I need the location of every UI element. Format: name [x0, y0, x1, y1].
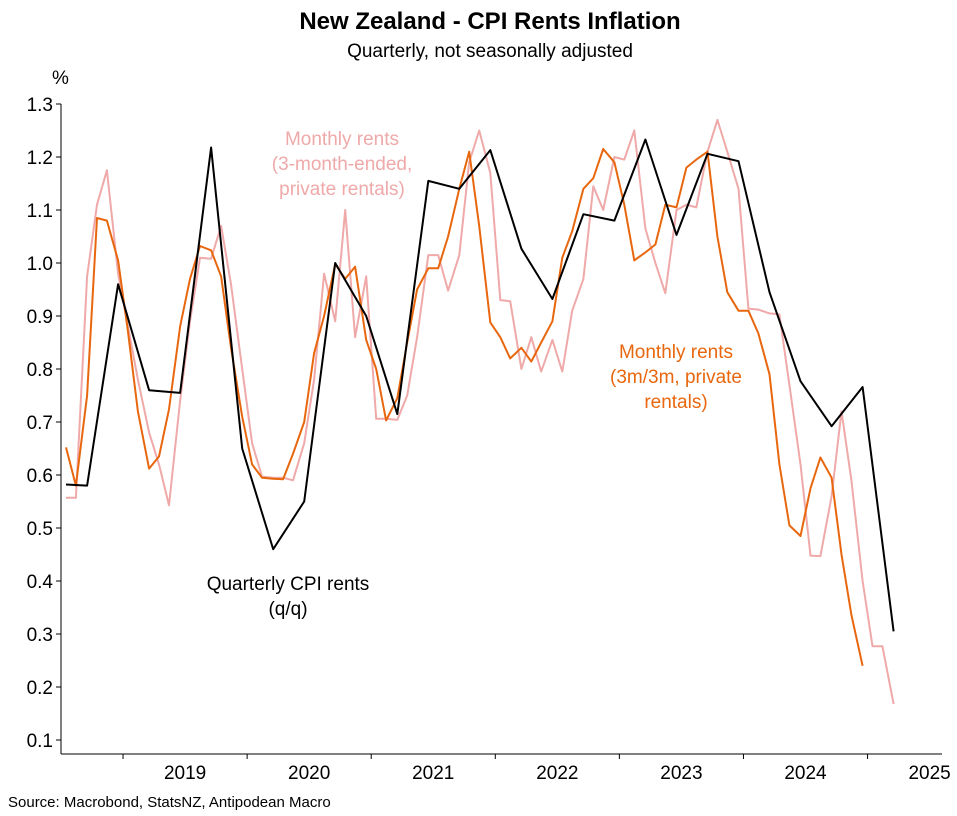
x-tick-label: 2024	[784, 763, 827, 784]
series-annotations: Monthly rents (3-month-ended, private rent…	[207, 129, 742, 620]
y-tick-label: 1.2	[27, 148, 53, 169]
axes: 0.1 0.2 0.3 0.4 0.5 0.6 0.7 0.8 0.9 1.0 1.1 1.2 1.3 2…	[27, 95, 951, 784]
series-label-line: Quarterly CPI rents	[207, 574, 370, 595]
chart-subtitle: Quarterly, not seasonally adjusted	[347, 41, 633, 62]
y-tick-label: 1.0	[27, 254, 53, 275]
x-tick-label: 2025	[908, 763, 950, 784]
x-tick-label: 2020	[288, 763, 330, 784]
label-quarterly-cpi: Quarterly CPI rents (q/q)	[207, 574, 370, 620]
y-tick-label: 0.7	[27, 413, 53, 434]
series-layer	[65, 118, 895, 705]
series-label-line: Monthly rents	[285, 129, 399, 150]
source-note: Source: Macrobond, StatsNZ, Antipodean M…	[8, 794, 331, 811]
y-tick-label: 0.2	[27, 678, 53, 699]
y-tick-label: 0.4	[27, 572, 54, 593]
y-tick-label: 0.3	[27, 625, 53, 646]
series-label-line: private rentals)	[279, 179, 405, 200]
label-monthly-3m3m: Monthly rents (3m/3m, private rentals)	[610, 342, 742, 413]
x-tick-label: 2023	[660, 763, 702, 784]
y-tick-label: 0.8	[27, 360, 53, 381]
x-tick-label: 2021	[412, 763, 454, 784]
chart-title: New Zealand - CPI Rents Inflation	[299, 8, 680, 35]
series-label-line: Monthly rents	[619, 342, 733, 363]
y-tick-label: 0.1	[27, 731, 53, 752]
series-line-monthly-3m3m	[65, 148, 864, 667]
series-label-line: (3m/3m, private	[610, 367, 742, 388]
x-tick-label: 2022	[536, 763, 578, 784]
series-label-line: (3-month-ended,	[272, 154, 412, 175]
y-tick-label: 1.3	[27, 95, 53, 116]
label-monthly-3me: Monthly rents (3-month-ended, private rent…	[272, 129, 412, 200]
x-tick-label: 2019	[164, 763, 206, 784]
y-tick-label: 0.5	[27, 519, 53, 540]
y-tick-label: 0.6	[27, 466, 53, 487]
y-tick-label: 0.9	[27, 307, 53, 328]
y-axis-unit-label: %	[52, 68, 69, 89]
series-line-quarterly-cpi	[65, 138, 895, 632]
series-label-line: (q/q)	[268, 599, 307, 620]
y-tick-label: 1.1	[27, 201, 53, 222]
series-line-monthly-3me	[66, 118, 895, 705]
series-label-line: rentals)	[644, 392, 707, 413]
